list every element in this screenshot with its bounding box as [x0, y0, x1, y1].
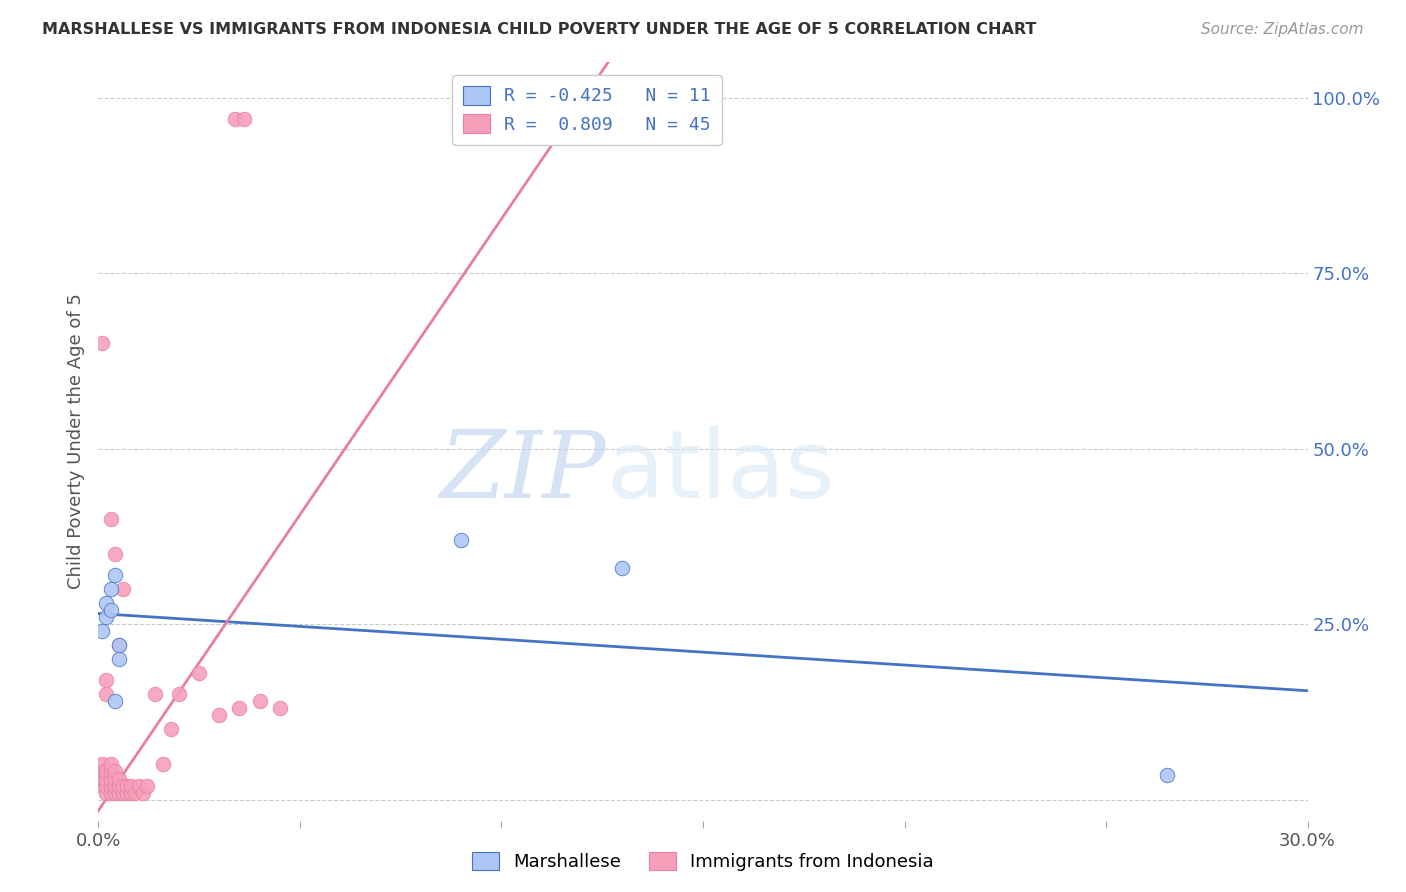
Point	[103, 547, 125, 561]
Text: ZIP: ZIP	[440, 427, 606, 516]
Point	[115, 779, 138, 793]
Point	[100, 764, 122, 779]
Point	[100, 582, 122, 596]
Point	[91, 772, 114, 786]
Point	[128, 779, 150, 793]
Point	[100, 512, 122, 526]
Point	[107, 638, 129, 652]
Point	[111, 779, 134, 793]
Point	[269, 701, 291, 715]
Point	[103, 568, 125, 582]
Point	[249, 694, 271, 708]
Point	[107, 786, 129, 800]
Point	[135, 779, 157, 793]
Point	[103, 694, 125, 708]
Point	[208, 708, 231, 723]
Point	[96, 610, 118, 624]
Point	[103, 772, 125, 786]
Point	[91, 757, 114, 772]
Point	[612, 561, 634, 575]
Point	[96, 687, 118, 701]
Point	[152, 757, 174, 772]
Text: atlas: atlas	[606, 425, 835, 518]
Point	[96, 786, 118, 800]
Point	[91, 779, 114, 793]
Point	[160, 723, 183, 737]
Point	[103, 779, 125, 793]
Point	[132, 786, 155, 800]
Point	[96, 764, 118, 779]
Point	[96, 673, 118, 688]
Point	[143, 687, 166, 701]
Point	[96, 779, 118, 793]
Point	[100, 786, 122, 800]
Point	[228, 701, 250, 715]
Legend: Marshallese, Immigrants from Indonesia: Marshallese, Immigrants from Indonesia	[465, 845, 941, 879]
Point	[96, 772, 118, 786]
Point	[224, 112, 246, 126]
Point	[91, 336, 114, 351]
Point	[232, 112, 254, 126]
Point	[450, 533, 472, 547]
Point	[91, 624, 114, 639]
Point	[115, 786, 138, 800]
Point	[91, 764, 114, 779]
Point	[124, 786, 146, 800]
Legend: R = -0.425   N = 11, R =  0.809   N = 45: R = -0.425 N = 11, R = 0.809 N = 45	[453, 75, 721, 145]
Point	[107, 772, 129, 786]
Point	[120, 786, 142, 800]
Point	[100, 757, 122, 772]
Point	[111, 786, 134, 800]
Point	[1156, 768, 1178, 782]
Y-axis label: Child Poverty Under the Age of 5: Child Poverty Under the Age of 5	[66, 293, 84, 590]
Point	[96, 596, 118, 610]
Point	[100, 772, 122, 786]
Point	[103, 786, 125, 800]
Text: MARSHALLESE VS IMMIGRANTS FROM INDONESIA CHILD POVERTY UNDER THE AGE OF 5 CORREL: MARSHALLESE VS IMMIGRANTS FROM INDONESIA…	[42, 22, 1036, 37]
Point	[107, 652, 129, 666]
Point	[188, 666, 211, 681]
Text: Source: ZipAtlas.com: Source: ZipAtlas.com	[1201, 22, 1364, 37]
Point	[103, 764, 125, 779]
Point	[107, 779, 129, 793]
Point	[100, 779, 122, 793]
Point	[100, 603, 122, 617]
Point	[111, 582, 134, 596]
Point	[120, 779, 142, 793]
Point	[107, 638, 129, 652]
Point	[167, 687, 190, 701]
